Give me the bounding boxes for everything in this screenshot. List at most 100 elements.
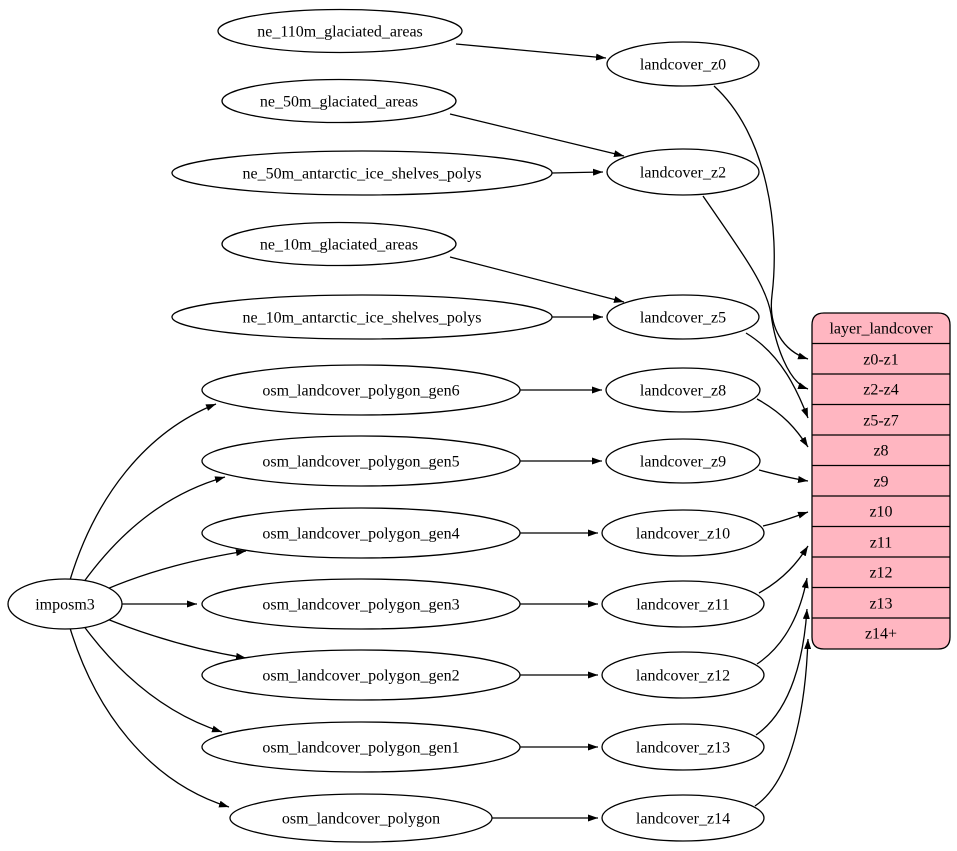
edge-z9-to-row [758, 469, 809, 483]
record-row-z5-z7: z5-z7 [863, 412, 899, 429]
edge-imposm3-to-poly [69, 627, 230, 808]
record-row-z11: z11 [870, 534, 893, 551]
node-landcover-z10: landcover_z10 [601, 509, 765, 557]
node-landcover-z9: landcover_z9 [605, 438, 761, 484]
node-landcover-z2: landcover_z2 [606, 148, 760, 196]
node-label-gen3: osm_landcover_polygon_gen3 [262, 596, 459, 613]
node-ellipse [601, 651, 765, 699]
record-title: layer_landcover [829, 320, 933, 337]
edge-imposm3-to-gen5 [82, 476, 226, 584]
edge-z12-to-row [756, 577, 809, 665]
node-label-gen2: osm_landcover_polygon_gen2 [262, 667, 459, 684]
node-ellipse [606, 41, 760, 87]
node-ellipse [606, 294, 760, 340]
node-label-z11: landcover_z11 [636, 596, 730, 613]
edge-z2-to-row [702, 195, 809, 390]
node-landcover-z0: landcover_z0 [606, 41, 760, 87]
record-row-z14plus: z14+ [865, 625, 897, 642]
node-osm-landcover-polygon-gen3: osm_landcover_polygon_gen3 [201, 578, 521, 630]
node-label-z0: landcover_z0 [640, 56, 726, 73]
node-label-poly: osm_landcover_polygon [282, 810, 440, 827]
edge-ne10m-to-z5 [449, 256, 625, 303]
node-label-ne-50m: ne_50m_glaciated_areas [260, 93, 418, 110]
edge-imposm3-to-gen1 [82, 624, 223, 733]
node-osm-landcover-polygon-gen1: osm_landcover_polygon_gen1 [201, 721, 521, 773]
node-landcover-z5: landcover_z5 [606, 294, 760, 340]
node-label-ne-110m: ne_110m_glaciated_areas [257, 23, 423, 40]
node-ellipse [171, 294, 553, 340]
edge-imposm3-to-gen4 [106, 549, 247, 590]
node-label-ne-10m: ne_10m_glaciated_areas [260, 236, 418, 253]
node-ellipse [201, 578, 521, 630]
edge-ne50m-to-z2 [449, 113, 625, 158]
node-landcover-z14: landcover_z14 [601, 794, 765, 842]
edge-imposm3-to-gen6 [69, 403, 217, 581]
node-ellipse [171, 150, 553, 196]
edge-imposm3-to-gen2 [106, 618, 247, 660]
node-ellipse [201, 364, 521, 416]
node-label-z5: landcover_z5 [640, 309, 726, 326]
edge-z13-to-row [755, 608, 810, 736]
node-ellipse [217, 8, 463, 54]
edge-z10-to-row [762, 511, 809, 527]
record-outline [811, 312, 951, 650]
record-row-z13: z13 [869, 595, 892, 612]
node-landcover-z8: landcover_z8 [605, 367, 761, 413]
node-ne-50m-antarctic-ice-shelves-polys: ne_50m_antarctic_ice_shelves_polys [171, 150, 553, 196]
node-label-z8: landcover_z8 [640, 382, 726, 399]
node-label-ne-10m-ant: ne_10m_antarctic_ice_shelves_polys [242, 309, 481, 326]
node-ellipse [601, 723, 765, 771]
node-ellipse [201, 649, 521, 701]
node-label-gen5: osm_landcover_polygon_gen5 [262, 453, 459, 470]
edge-ne110m-to-z0 [455, 43, 607, 61]
node-label-gen4: osm_landcover_polygon_gen4 [262, 525, 459, 542]
node-label-z10: landcover_z10 [636, 525, 730, 542]
node-ellipse [201, 721, 521, 773]
node-landcover-z13: landcover_z13 [601, 723, 765, 771]
node-label-z2: landcover_z2 [640, 164, 726, 181]
record-row-z10: z10 [869, 503, 892, 520]
node-ne-10m-antarctic-ice-shelves-polys: ne_10m_antarctic_ice_shelves_polys [171, 294, 553, 340]
edge-z5-to-row [745, 332, 809, 419]
node-ellipse [221, 221, 457, 267]
record-row-z12: z12 [869, 564, 892, 581]
edge-z0-to-row [713, 85, 809, 360]
node-label-gen1: osm_landcover_polygon_gen1 [262, 739, 459, 756]
node-ne-50m-glaciated-areas: ne_50m_glaciated_areas [221, 78, 457, 124]
node-ellipse [606, 148, 760, 196]
node-landcover-z11: landcover_z11 [601, 580, 765, 628]
node-ellipse [201, 435, 521, 487]
edges-layer [69, 43, 812, 822]
node-ellipse [605, 438, 761, 484]
node-landcover-z12: landcover_z12 [601, 651, 765, 699]
node-ellipse [201, 507, 521, 559]
node-ellipse [605, 367, 761, 413]
node-osm-landcover-polygon-gen2: osm_landcover_polygon_gen2 [201, 649, 521, 701]
node-ne-10m-glaciated-areas: ne_10m_glaciated_areas [221, 221, 457, 267]
edge-z14-to-row [754, 638, 812, 807]
node-ellipse [601, 509, 765, 557]
record-dividers [812, 342, 950, 619]
record-layer-landcover: layer_landcover z0-z1 z2-z4 z5-z7 z8 z9 … [811, 312, 951, 650]
node-label-z9: landcover_z9 [640, 453, 726, 470]
nodes-layer: imposm3 ne_110m_glaciated_areas ne_50m_g… [7, 8, 765, 843]
node-imposm3: imposm3 [7, 578, 123, 630]
record-row-z2-z4: z2-z4 [863, 381, 899, 398]
node-ellipse [7, 578, 123, 630]
node-osm-landcover-polygon-gen5: osm_landcover_polygon_gen5 [201, 435, 521, 487]
node-ellipse [221, 78, 457, 124]
record-row-z0-z1: z0-z1 [863, 351, 899, 368]
node-label-imposm3: imposm3 [35, 596, 95, 613]
node-osm-landcover-polygon: osm_landcover_polygon [229, 793, 493, 843]
edge-ne50m-ant-to-z2 [551, 168, 604, 176]
node-osm-landcover-polygon-gen4: osm_landcover_polygon_gen4 [201, 507, 521, 559]
edge-z11-to-row [758, 545, 809, 594]
node-label-z14: landcover_z14 [636, 810, 730, 827]
node-ellipse [229, 793, 493, 843]
node-label-z12: landcover_z12 [636, 667, 730, 684]
record-row-z9: z9 [873, 473, 888, 490]
edge-z8-to-row [756, 398, 809, 448]
node-label-z13: landcover_z13 [636, 739, 730, 756]
